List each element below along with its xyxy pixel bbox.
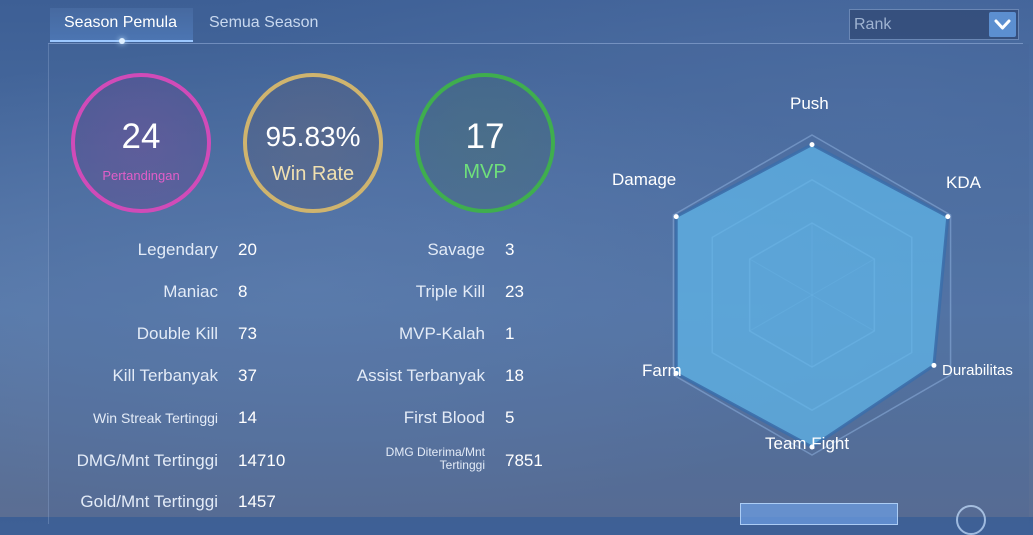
stat-label-gold-mnt: Gold/Mnt Tertinggi [80,492,218,511]
radar-point-durabilitas [931,362,937,368]
stat-value-first-blood: 5 [505,408,515,427]
radar-points [673,142,951,450]
matches-circle: 24 Pertandingan [71,73,211,213]
radar-grid-ring-1 [672,134,952,456]
active-tab-indicator [118,38,125,44]
stat-value-gold-mnt: 1457 [238,492,276,511]
stat-value-dmg-mnt: 14710 [238,451,286,470]
stat-label-legendary: Legendary [137,240,218,259]
hero-radar-chart [672,134,952,456]
radar-label-team-fight: Team Fight [765,434,850,453]
stat-label-dmg-mnt: DMG/Mnt Tertinggi [76,451,218,470]
radar-point-farm [673,370,679,376]
radar-point-push [809,142,815,148]
tab-season-pemula-label: Season Pemula [64,14,177,31]
stat-value-legendary: 20 [238,240,257,259]
radar-point-damage [673,214,679,220]
tab-season-pemula[interactable]: Season Pemula [50,8,193,44]
stat-value-mvp-kalah: 1 [505,324,515,343]
tab-semua-season-label: Semua Season [209,14,319,31]
bottom-action-button[interactable] [740,503,898,525]
stat-label-savage: Savage [427,240,485,259]
mvp-circle: 17 MVP [415,73,555,213]
matches-count: 24 [121,117,161,156]
stat-value-savage: 3 [505,240,515,259]
stat-value-win-streak: 14 [238,408,257,427]
radar-label-kda: KDA [946,173,981,192]
radar-label-farm: Farm [642,361,682,380]
stat-value-double-kill: 73 [238,324,257,343]
win-rate-circle: 95.83% Win Rate [243,73,383,213]
radar-label-damage: Damage [612,170,677,189]
stat-label-kill-terbanyak: Kill Terbanyak [112,366,218,385]
stat-label-first-blood: First Blood [403,408,485,427]
stat-label-maniac: Maniac [163,282,218,301]
radar-point-kda [945,214,951,220]
radar-label-durabilitas: Durabilitas [942,362,1013,379]
stat-value-kill-terbanyak: 37 [238,366,257,385]
stat-value-dmg-diterima: 7851 [505,451,543,470]
stat-value-triple-kill: 23 [505,282,524,301]
mvp-label: MVP [463,161,507,183]
win-rate-label: Win Rate [271,163,355,185]
stat-label-triple-kill: Triple Kill [415,282,485,301]
stat-value-maniac: 8 [238,282,248,301]
stat-label-win-streak: Win Streak Tertinggi [92,410,218,426]
round-knob-icon[interactable] [956,505,986,535]
stat-label-double-kill: Double Kill [136,324,218,343]
radar-point-team-fight [809,444,815,450]
rank-filter-dropdown[interactable]: Rank [849,9,1019,40]
stat-value-assist-terbanyak: 18 [505,366,524,385]
mvp-count: 17 [465,117,505,156]
stat-label-dmg-diterima: DMG Diterima/Mnt Tertinggi [385,445,485,472]
rank-filter-value: Rank [854,16,892,33]
tab-semua-season[interactable]: Semua Season [195,8,332,42]
stat-label-mvp-kalah: MVP-Kalah [399,324,485,343]
chevron-down-icon[interactable] [989,12,1016,37]
tab-divider [48,43,1023,44]
radar-label-push: Push [790,94,829,113]
matches-label: Pertandingan [102,168,180,183]
stat-label-assist-terbanyak: Assist Terbanyak [356,366,485,385]
win-rate-value: 95.83% [265,121,361,152]
